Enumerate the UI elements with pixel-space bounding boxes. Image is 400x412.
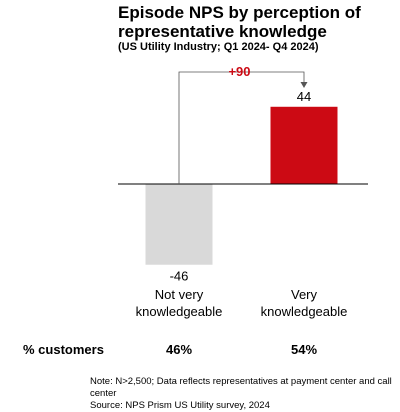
- bar-1: [270, 106, 338, 184]
- category-label-1-0: Very: [291, 287, 318, 302]
- footnotes: Note: N>2,500; Data reflects representat…: [90, 376, 400, 412]
- chart-subtitle: (US Utility Industry; Q1 2024- Q4 2024): [118, 41, 319, 53]
- row-value-0: 46%: [166, 342, 192, 357]
- source-text: Source: NPS Prism US Utility survey, 202…: [90, 400, 270, 411]
- value-label-0: -46: [170, 269, 189, 284]
- chart-title: Episode NPS by perception of representat…: [118, 3, 361, 41]
- value-label-1: 44: [297, 89, 311, 104]
- difference-arrowhead: [300, 82, 308, 88]
- note-text: Note: N>2,500; Data reflects representat…: [90, 376, 392, 399]
- bar-0: [145, 184, 213, 265]
- row-label: % customers: [23, 342, 104, 357]
- difference-label: +90: [228, 64, 250, 79]
- difference-bracket: [178, 71, 305, 184]
- category-label-1-1: knowledgeable: [261, 304, 348, 319]
- category-label-0-1: knowledgeable: [136, 304, 223, 319]
- row-value-1: 54%: [291, 342, 317, 357]
- category-label-0-0: Not very: [155, 287, 204, 302]
- nps-bar-chart: -46 Not very knowledgeable 46% 44 Very knowled…: [23, 64, 368, 357]
